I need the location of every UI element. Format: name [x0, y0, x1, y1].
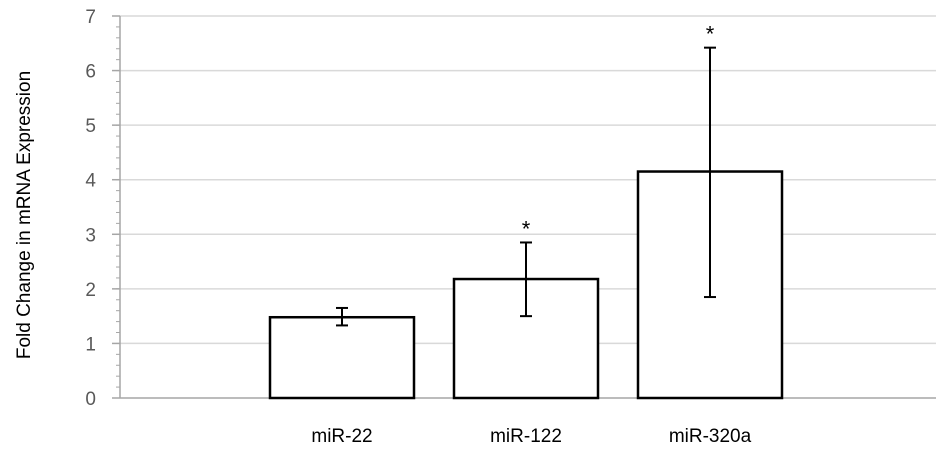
y-tick-label: 7 [85, 7, 96, 28]
bars: ** [268, 22, 784, 400]
y-axis-ticks: 0 1 2 3 4 5 6 7 [85, 7, 120, 410]
y-tick-label: 1 [85, 334, 96, 355]
significance-marker: * [522, 216, 531, 241]
y-tick-label: 4 [85, 171, 96, 192]
significance-marker: * [706, 22, 715, 47]
x-tick-label: miR-122 [490, 426, 562, 447]
y-tick-label: 5 [85, 116, 96, 137]
y-tick-label: 2 [85, 280, 96, 301]
y-axis-title: Fold Change in mRNA Expression [14, 71, 35, 359]
grid-lines [120, 15, 936, 345]
y-tick-label: 3 [85, 225, 96, 246]
y-tick-label: 6 [85, 62, 96, 83]
y-tick-label: 0 [85, 389, 96, 410]
x-axis-labels: miR-22 miR-122 miR-320a [311, 426, 751, 447]
x-tick-label: miR-320a [669, 426, 752, 447]
x-tick-label: miR-22 [311, 426, 372, 447]
bar-miR-22 [268, 315, 416, 400]
